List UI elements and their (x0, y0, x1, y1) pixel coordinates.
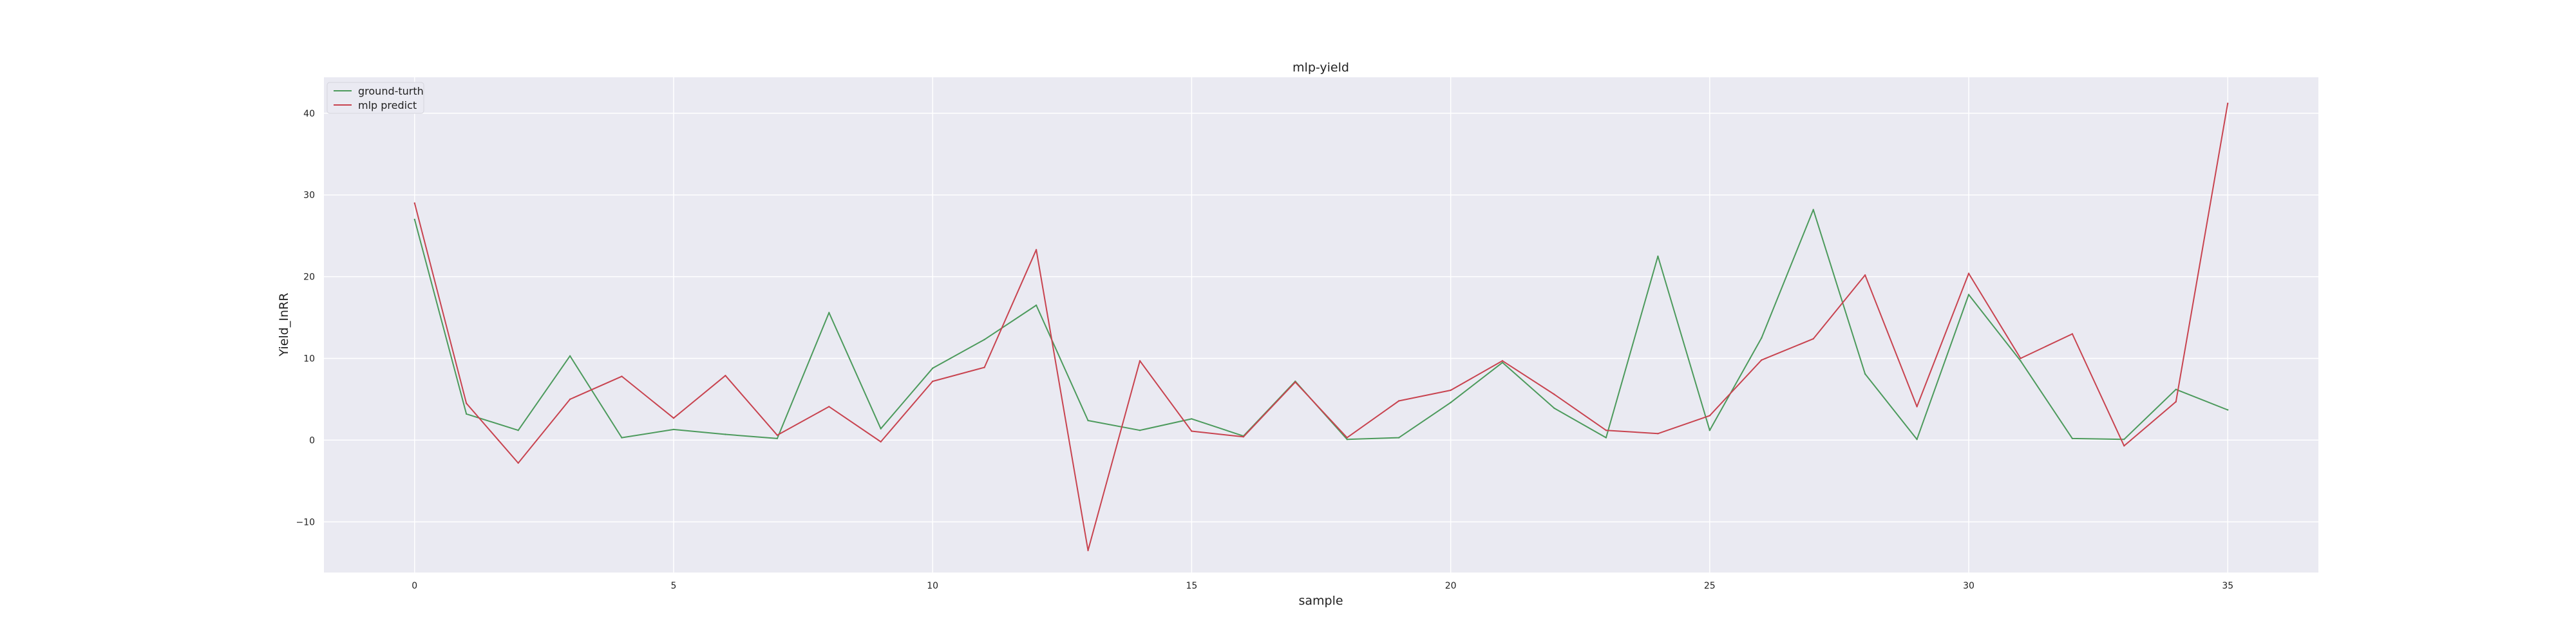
data-point-mlp-predict (1967, 272, 1970, 274)
data-point-mlp-predict (1087, 549, 1089, 551)
grid (324, 77, 2318, 573)
data-point-ground-turth (2227, 409, 2229, 411)
data-point-mlp-predict (1242, 436, 1245, 438)
data-point-mlp-predict (1916, 406, 1918, 408)
data-point-mlp-predict (983, 366, 985, 368)
data-point-mlp-predict (2175, 401, 2177, 402)
y-tick-label: 30 (303, 191, 315, 201)
x-tick-label: 10 (927, 581, 938, 591)
data-point-ground-turth (1967, 294, 1970, 296)
data-point-ground-turth (983, 339, 985, 341)
data-point-ground-turth (1812, 209, 1814, 211)
legend-label-ground-turth: ground-turth (358, 85, 424, 97)
data-point-ground-turth (1346, 439, 1348, 440)
data-point-mlp-predict (621, 375, 623, 377)
data-point-ground-turth (2175, 388, 2177, 390)
data-point-mlp-predict (1709, 415, 1710, 417)
data-point-mlp-predict (776, 434, 779, 436)
x-tick-label: 20 (1445, 581, 1457, 591)
tick-labels: 0 5 10 15 20 25 30 35 −10 0 10 20 30 40 (296, 109, 2233, 591)
data-point-mlp-predict (932, 380, 934, 383)
chart-title: mlp-yield (1293, 61, 1349, 75)
data-point-ground-turth (1191, 418, 1193, 420)
data-point-mlp-predict (569, 398, 571, 401)
data-point-ground-turth (1501, 361, 1504, 364)
y-tick-label: 0 (309, 435, 315, 446)
y-axis-label: Yield_InRR (277, 293, 291, 357)
data-point-mlp-predict (2123, 445, 2125, 447)
data-point-ground-turth (1916, 439, 1918, 440)
y-tick-label: 10 (303, 354, 315, 365)
legend-label-mlp-predict: mlp predict (358, 99, 417, 111)
data-point-ground-turth (1035, 304, 1037, 307)
x-tick-label: 35 (2222, 581, 2233, 591)
data-point-mlp-predict (2020, 357, 2022, 359)
data-point-ground-turth (724, 433, 726, 435)
data-point-ground-turth (828, 312, 830, 314)
data-point-mlp-predict (672, 417, 675, 419)
x-tick-label: 0 (412, 581, 417, 591)
data-point-ground-turth (1087, 419, 1089, 422)
data-point-ground-turth (569, 355, 571, 357)
data-point-ground-turth (1864, 373, 1866, 375)
data-point-mlp-predict (724, 375, 726, 377)
data-point-ground-turth (776, 437, 779, 440)
data-point-ground-turth (932, 367, 934, 369)
series (413, 102, 2229, 551)
data-point-mlp-predict (1450, 389, 1452, 392)
data-point-mlp-predict (1294, 381, 1296, 383)
x-tick-label: 15 (1186, 581, 1197, 591)
x-axis-label: sample (1298, 594, 1343, 608)
data-point-mlp-predict (1864, 274, 1866, 276)
y-tick-label: 40 (303, 109, 315, 119)
data-point-mlp-predict (1191, 430, 1193, 432)
data-point-mlp-predict (1139, 360, 1141, 362)
data-point-ground-turth (1398, 437, 1400, 439)
data-point-mlp-predict (2227, 102, 2229, 104)
data-point-ground-turth (1761, 337, 1763, 339)
data-point-ground-turth (1709, 430, 1710, 431)
data-point-mlp-predict (517, 462, 519, 464)
data-point-mlp-predict (828, 406, 830, 408)
x-tick-label: 30 (1963, 581, 1975, 591)
data-point-mlp-predict (2071, 333, 2074, 335)
legend: ground-turth mlp predict (327, 82, 424, 114)
data-point-mlp-predict (413, 202, 415, 204)
y-tick-label: 20 (303, 272, 315, 283)
data-point-ground-turth (880, 428, 882, 430)
data-point-ground-turth (1657, 255, 1659, 258)
data-point-mlp-predict (880, 440, 882, 443)
data-point-mlp-predict (1553, 393, 1555, 395)
series-line-mlp-predict (413, 103, 2229, 551)
data-point-mlp-predict (466, 402, 468, 404)
x-tick-label: 5 (671, 581, 677, 591)
data-point-mlp-predict (1605, 430, 1607, 431)
data-point-ground-turth (672, 428, 675, 431)
data-point-mlp-predict (1398, 400, 1400, 402)
data-point-ground-turth (466, 413, 468, 415)
data-point-ground-turth (2071, 437, 2074, 440)
data-point-mlp-predict (1657, 433, 1659, 435)
data-point-ground-turth (621, 437, 623, 439)
data-point-mlp-predict (1761, 359, 1763, 361)
data-point-ground-turth (1605, 437, 1607, 439)
data-point-ground-turth (517, 430, 519, 431)
data-point-ground-turth (1553, 407, 1555, 410)
data-point-ground-turth (2020, 360, 2022, 362)
data-point-mlp-predict (1812, 337, 1814, 340)
data-point-ground-turth (413, 218, 415, 220)
data-point-ground-turth (1139, 430, 1141, 431)
plot-area (324, 77, 2318, 573)
data-point-mlp-predict (1501, 360, 1504, 362)
data-point-ground-turth (2123, 439, 2125, 440)
y-tick-label: −10 (296, 517, 315, 527)
data-point-mlp-predict (1346, 437, 1348, 439)
x-tick-label: 25 (1704, 581, 1716, 591)
data-point-mlp-predict (1035, 249, 1037, 251)
data-point-ground-turth (1450, 401, 1452, 404)
